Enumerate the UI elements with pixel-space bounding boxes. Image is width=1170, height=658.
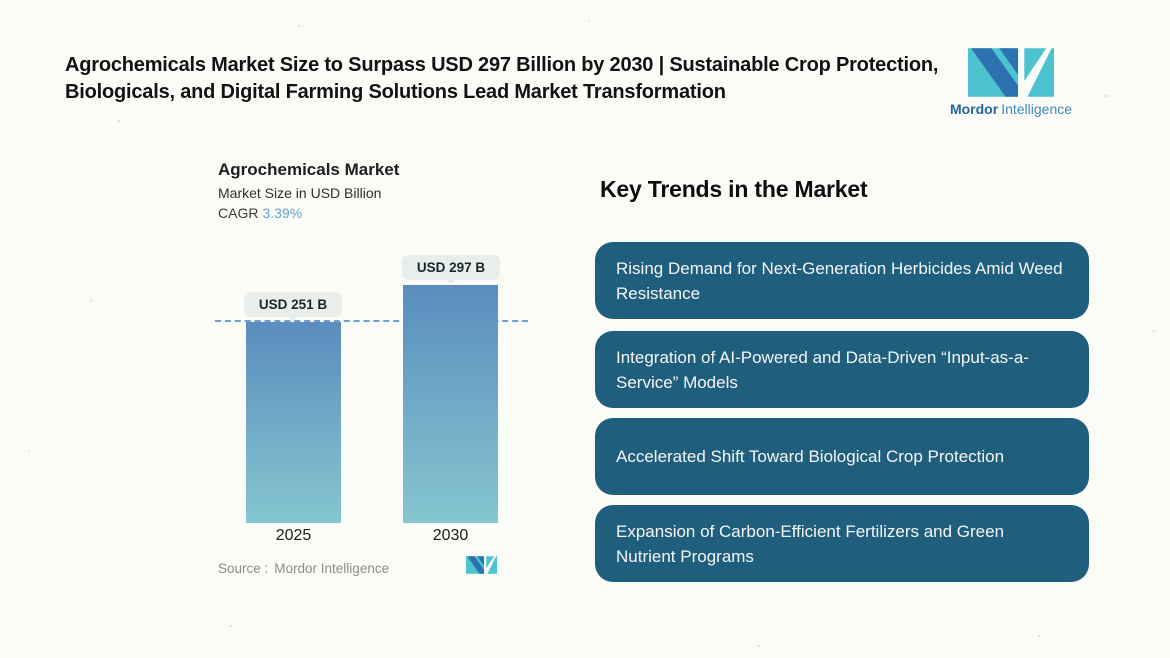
value-label-2025: USD 251 B [244, 292, 342, 316]
mordor-intelligence-logo-small-icon [466, 556, 497, 574]
chart-title: Agrochemicals Market [218, 160, 400, 179]
brand-name-bold: Mordor [949, 101, 999, 117]
trend-card: Expansion of Carbon-Efficient Fertilizer… [595, 505, 1089, 582]
brand-name-light: Intelligence [1001, 101, 1073, 117]
source-label: Source : [218, 561, 269, 576]
axis-label-2025: 2025 [275, 527, 312, 544]
cagr-label: CAGR [218, 205, 259, 221]
trend-text: Expansion of Carbon-Efficient Fertilizer… [616, 521, 1005, 566]
trend-text: Rising Demand for Next-Generation Herbic… [616, 258, 1063, 303]
trend-text: Integration of AI-Powered and Data-Drive… [616, 347, 1029, 392]
mordor-intelligence-logo-icon [968, 48, 1054, 97]
trend-text: Accelerated Shift Toward Biological Crop… [616, 447, 1005, 466]
trends-heading: Key Trends in the Market [600, 176, 868, 202]
source-value: Mordor Intelligence [274, 561, 390, 576]
trend-card: Integration of AI-Powered and Data-Drive… [595, 331, 1089, 408]
chart-cagr: CAGR 3.39% [218, 205, 302, 221]
cagr-value: 3.39% [262, 205, 303, 221]
bar-2025 [246, 322, 341, 523]
trend-card: Accelerated Shift Toward Biological Crop… [595, 418, 1089, 495]
source-note: Source : Mordor Intelligence [218, 561, 389, 576]
value-label-2030: USD 297 B [402, 255, 500, 279]
background-speckles [118, 120, 120, 122]
brand-logo: Mordor Intelligence [948, 48, 1074, 117]
brand-wordmark: Mordor Intelligence [948, 101, 1074, 117]
chart-subtitle: Market Size in USD Billion [218, 185, 382, 201]
trend-card: Rising Demand for Next-Generation Herbic… [595, 242, 1089, 319]
page-title: Agrochemicals Market Size to Surpass USD… [65, 54, 939, 103]
bar-2030 [403, 285, 498, 523]
reference-line-251 [215, 320, 528, 322]
axis-label-2030: 2030 [432, 527, 469, 544]
